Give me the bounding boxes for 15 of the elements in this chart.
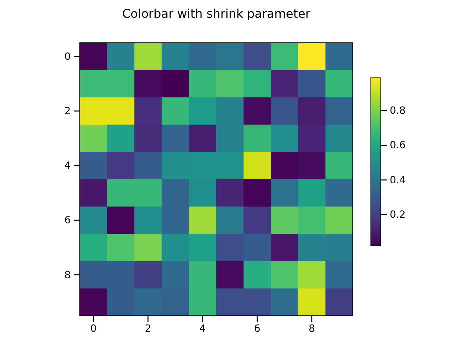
y-tick-label: 8 — [64, 270, 71, 282]
y-tick-label: 6 — [64, 216, 71, 227]
y-tick-label: 4 — [64, 161, 71, 172]
x-tick-label: 2 — [145, 324, 152, 336]
color-bar-label: 0.8 — [390, 106, 406, 118]
x-tick-label: 0 — [90, 324, 97, 336]
x-tick-label: 4 — [200, 324, 206, 336]
x-tick-label: 8 — [308, 324, 316, 336]
chart-title: Colorbar with shrink parameter — [122, 7, 311, 21]
color-bar-label: 0.6 — [390, 140, 406, 152]
color-bar-label: 0.4 — [390, 175, 406, 186]
y-tick-label: 2 — [64, 106, 71, 118]
color-bar-label: 0.2 — [390, 210, 406, 222]
y-tick-label: 0 — [64, 52, 71, 63]
x-tick-label: 6 — [254, 324, 261, 336]
